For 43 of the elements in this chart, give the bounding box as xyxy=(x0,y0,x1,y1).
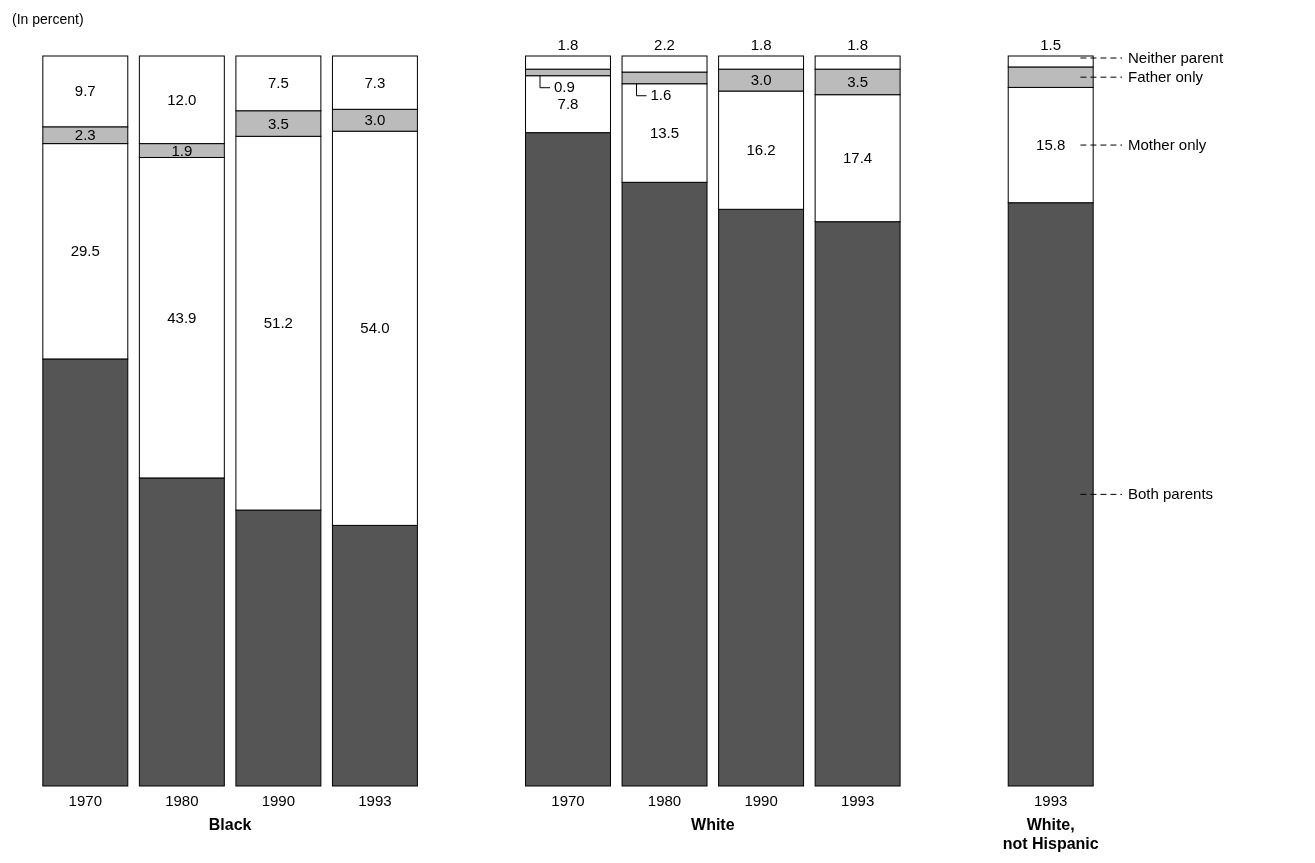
x-tick-label: 1990 xyxy=(744,792,778,809)
legend-label: Father only xyxy=(1128,68,1204,86)
x-tick-label: 1993 xyxy=(358,792,392,809)
data-label: 2.3 xyxy=(74,126,96,144)
text: White xyxy=(691,816,735,833)
data-label: 43.9 xyxy=(167,308,197,326)
legend-label: Mother only xyxy=(1128,136,1207,154)
data-label: 3.5 xyxy=(267,114,289,132)
data-label: 3.0 xyxy=(750,71,772,89)
x-tick-label: 1990 xyxy=(261,792,296,809)
text: White, not Hispanic xyxy=(1002,816,1099,852)
x-tick-label: 1993 xyxy=(840,792,875,809)
legend-label: Both parents xyxy=(1128,485,1214,503)
data-label: 1.8 xyxy=(847,36,869,53)
x-tick-label: 1980 xyxy=(647,792,682,809)
data-label: 13.5 xyxy=(649,124,680,142)
x-tick-label: 1993 xyxy=(1034,792,1068,809)
data-label: 0.9 xyxy=(554,77,575,95)
data-label: 16.2 xyxy=(746,141,776,159)
data-label: 3.5 xyxy=(847,72,869,90)
data-label: 17.4 xyxy=(843,149,873,167)
data-label: 2.2 xyxy=(654,36,675,53)
x-tick-label: 1970 xyxy=(551,792,585,809)
x-tick-label: 1970 xyxy=(68,792,102,809)
data-label: 54.0 xyxy=(360,319,390,337)
data-label: 51.2 xyxy=(263,314,293,332)
data-label: 1.8 xyxy=(557,36,579,53)
data-label: 7.5 xyxy=(267,74,289,92)
data-label: 3.0 xyxy=(364,111,386,129)
x-tick-label: 1980 xyxy=(165,792,199,809)
data-label: 1.9 xyxy=(171,141,193,159)
data-label: 1.5 xyxy=(1040,36,1062,53)
text: Black xyxy=(208,816,252,833)
data-label: 1.8 xyxy=(750,36,772,53)
data-label: 15.8 xyxy=(1036,136,1066,154)
data-label: 12.0 xyxy=(167,90,197,108)
legend-label: Neither parent xyxy=(1128,49,1224,66)
data-label: 1.6 xyxy=(650,85,672,103)
y-axis-title: (In percent) xyxy=(12,11,84,27)
data-label: 9.7 xyxy=(74,82,96,100)
data-label: 7.3 xyxy=(364,73,386,91)
data-label: 7.8 xyxy=(557,95,579,113)
data-label: 29.5 xyxy=(70,242,100,260)
